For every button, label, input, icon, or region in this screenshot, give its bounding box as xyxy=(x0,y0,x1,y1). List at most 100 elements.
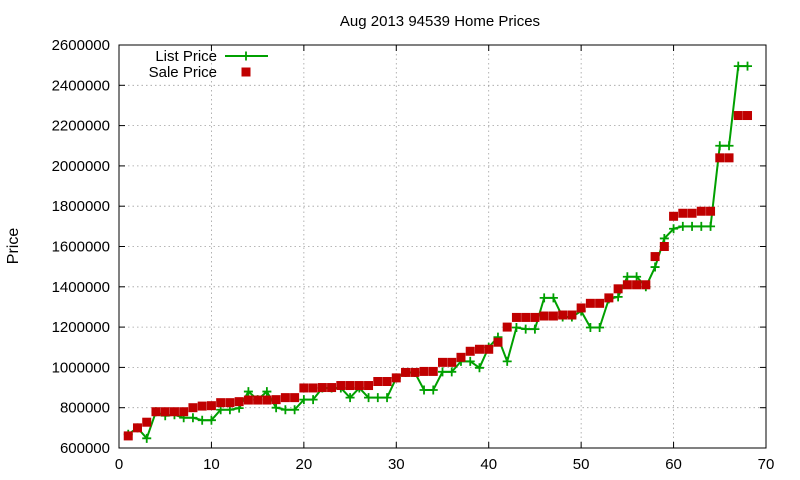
x-tick-label: 70 xyxy=(758,456,775,473)
y-tick-label: 600000 xyxy=(60,440,110,457)
y-tick-label: 1000000 xyxy=(52,359,110,376)
sale-price-point xyxy=(197,401,207,411)
y-tick-label: 1600000 xyxy=(52,239,110,256)
list-price-point xyxy=(262,387,272,397)
list-price-point xyxy=(724,141,734,151)
series xyxy=(123,61,753,443)
list-price-point xyxy=(428,385,438,395)
sale-price-point xyxy=(234,397,244,407)
sale-price-point xyxy=(558,310,568,320)
list-price-point xyxy=(271,403,281,413)
list-price-point xyxy=(530,324,540,334)
sale-price-point xyxy=(280,393,290,403)
sale-price-point xyxy=(595,298,605,308)
sale-price-point xyxy=(715,153,725,163)
list-price-point xyxy=(511,323,521,333)
sale-price-point xyxy=(447,357,457,367)
y-tick-label: 2200000 xyxy=(52,118,110,135)
list-price-point xyxy=(290,405,300,415)
sale-price-point xyxy=(706,206,716,216)
y-tick-label: 2400000 xyxy=(52,77,110,94)
sale-price-point xyxy=(456,352,466,362)
y-tick-label: 1200000 xyxy=(52,319,110,336)
legend-marker-list-price xyxy=(241,51,251,61)
x-tick-label: 40 xyxy=(480,456,497,473)
sale-price-point xyxy=(391,373,401,383)
sale-price-point xyxy=(493,337,503,347)
sale-price-point xyxy=(132,423,142,433)
sale-price-point xyxy=(613,284,623,294)
sale-price-point xyxy=(290,393,300,403)
sale-price-point xyxy=(142,417,152,427)
sale-price-point xyxy=(243,395,253,405)
y-tick-label: 2000000 xyxy=(52,158,110,175)
sale-price-point xyxy=(373,377,383,387)
legend: List Price Sale Price xyxy=(149,48,268,81)
list-price-point xyxy=(706,221,716,231)
sale-price-point xyxy=(160,407,170,417)
list-price-point xyxy=(474,363,484,373)
chart-title: Aug 2013 94539 Home Prices xyxy=(340,13,540,30)
sale-price-point xyxy=(179,407,189,417)
sale-price-point xyxy=(604,293,614,303)
x-tick-label: 30 xyxy=(388,456,405,473)
grid xyxy=(119,45,766,448)
sale-price-point xyxy=(271,395,281,405)
sale-price-point xyxy=(567,310,577,320)
sale-price-point xyxy=(438,357,447,367)
list-price-point xyxy=(678,221,688,231)
list-price-point xyxy=(669,224,679,234)
list-price-point xyxy=(447,367,457,377)
y-axis-label: Price xyxy=(5,228,22,265)
list-price-point xyxy=(206,415,216,425)
sale-price-point xyxy=(669,211,679,221)
sale-price-point xyxy=(253,395,263,405)
sale-price-point xyxy=(622,280,632,290)
list-price-point xyxy=(548,293,558,303)
list-price-point xyxy=(465,356,475,366)
legend-label-list-price: List Price xyxy=(155,48,217,65)
sale-price-point xyxy=(585,298,595,308)
list-price-point xyxy=(345,393,355,403)
list-price-point xyxy=(743,61,753,71)
sale-price-point xyxy=(659,242,669,251)
sale-price-point xyxy=(123,431,133,441)
list-price-point xyxy=(419,385,429,395)
x-tick-label: 20 xyxy=(296,456,313,473)
list-price-point xyxy=(438,367,447,377)
list-price-point xyxy=(502,356,512,366)
sale-price-point xyxy=(502,322,512,332)
sale-price-point xyxy=(151,407,161,417)
y-tick-label: 1400000 xyxy=(52,279,110,296)
sale-price-point xyxy=(225,398,235,408)
sale-price-point xyxy=(548,311,558,321)
list-price-point xyxy=(715,141,725,151)
sale-price-point xyxy=(317,383,327,393)
sale-price-point xyxy=(308,383,318,393)
list-price-point xyxy=(197,415,207,425)
list-price-point xyxy=(364,393,374,403)
sale-price-point xyxy=(428,366,438,376)
list-price-point xyxy=(188,413,198,423)
sale-price-point xyxy=(401,367,411,377)
list-price-point xyxy=(595,323,605,333)
x-tick-label: 50 xyxy=(573,456,590,473)
sale-price-point xyxy=(724,153,734,163)
list-price-point xyxy=(613,292,623,302)
sale-price-point xyxy=(539,311,549,321)
list-price-point xyxy=(659,233,669,243)
list-price-point xyxy=(622,272,632,282)
y-tick-label: 2600000 xyxy=(52,37,110,54)
axis-ticks: 600000 800000 1000000 1200000 1400000 1600000… xyxy=(52,37,775,473)
sale-price-point xyxy=(216,398,226,408)
legend-label-sale-price: Sale Price xyxy=(149,64,217,81)
list-price-point xyxy=(308,395,318,405)
sale-price-point xyxy=(327,383,337,393)
list-price-point xyxy=(585,323,595,333)
sale-price-point xyxy=(382,377,392,387)
list-price-point xyxy=(696,221,706,231)
sale-price-point xyxy=(687,208,697,218)
list-price-point xyxy=(299,395,309,405)
x-tick-label: 0 xyxy=(115,456,123,473)
list-price-point xyxy=(650,262,660,272)
